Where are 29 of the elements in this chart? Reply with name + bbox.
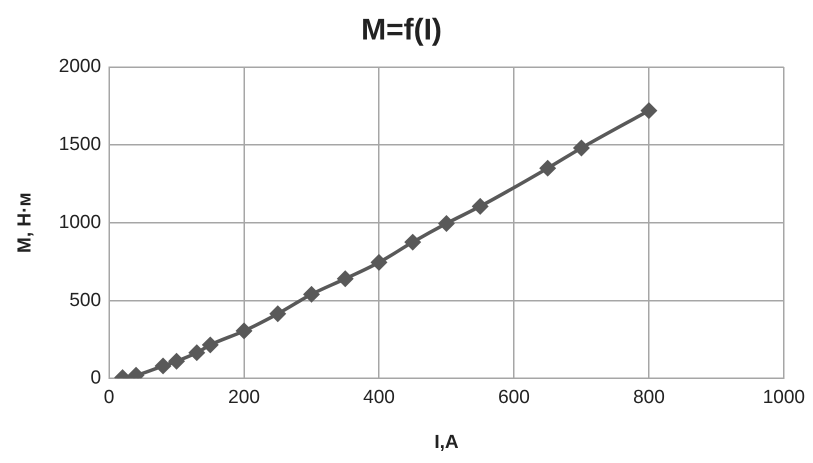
x-tick-label: 800 [633,387,665,408]
point [472,198,488,214]
y-tick-label: 0 [90,368,102,389]
y-tick-label: 1500 [58,134,102,156]
point [304,286,320,302]
point [168,354,184,370]
y-axis-title: M, Н·м [14,192,36,253]
point [404,234,420,250]
point [202,337,218,353]
point [189,344,205,360]
x-axis-title: I,A [434,432,459,453]
point [574,140,590,156]
y-tick-label: 1000 [58,212,102,233]
y-tick-label: 500 [69,290,102,311]
point [155,358,171,374]
point [641,102,657,118]
point [270,306,286,322]
point [438,216,454,232]
x-tick-label: 400 [363,387,395,408]
point [371,254,387,270]
y-tick-label: 2000 [58,56,102,78]
x-tick-label: 0 [104,387,114,408]
x-tick-label: 200 [228,387,260,408]
chart-title: M=f(I) [361,13,442,46]
point [540,160,556,176]
x-tick-label: 1000 [762,387,806,408]
point [236,323,252,339]
point [337,271,353,286]
x-tick-label: 600 [498,387,530,408]
